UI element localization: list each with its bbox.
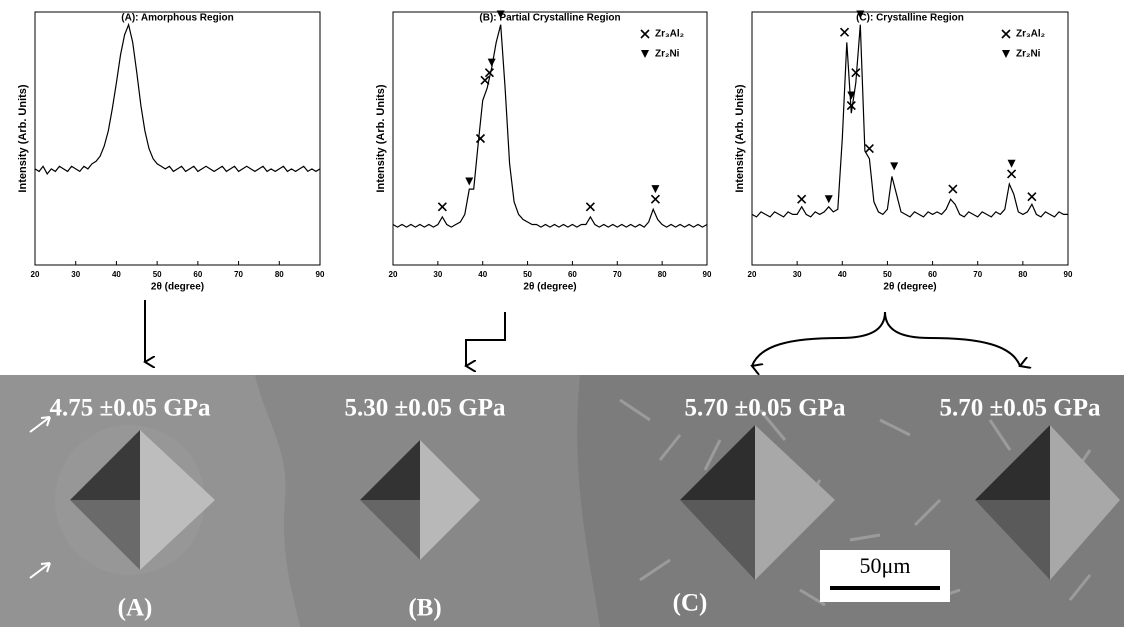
x-tick-label: 20 [748,270,757,279]
peak-marker [650,194,660,204]
peak-marker [487,58,496,67]
x-tick-label: 90 [703,270,712,279]
x-tick-label: 20 [389,270,398,279]
x-tick-label: 50 [523,270,532,279]
scale-bar-label: 50μm [860,553,911,578]
peak-marker [948,184,958,194]
peak-marker [465,177,474,186]
x-tick-label: 30 [71,270,80,279]
peak-marker [864,144,874,154]
x-tick-label: 50 [153,270,162,279]
peak-marker [824,195,833,204]
peak-marker [856,10,865,19]
legend-label: Zr₂Ni [1016,49,1041,60]
legend-symbol [1002,50,1010,58]
peak-marker [585,202,595,212]
x-tick-label: 70 [973,270,982,279]
plot-frame [751,11,1069,266]
peak-marker [1007,159,1016,168]
hardness-label: 4.75 ±0.05 GPa [50,395,211,422]
x-tick-label: 80 [275,270,284,279]
region-label: (A) [118,595,153,622]
hardness-label: 5.70 ±0.05 GPa [685,395,846,422]
data-line [34,22,321,175]
legend-label: Zr₂Ni [655,49,680,60]
peak-marker [651,185,660,194]
y-axis-label: Intensity (Arb. Units) [375,84,387,193]
legend-symbol [1001,29,1011,39]
chart-title: (A): Amorphous Region [121,13,233,24]
x-tick-label: 70 [613,270,622,279]
x-tick-label: 40 [478,270,487,279]
x-tick-label: 30 [793,270,802,279]
x-tick-label: 70 [234,270,243,279]
y-axis-label: Intensity (Arb. Units) [17,84,29,193]
y-axis-label: Intensity (Arb. Units) [734,84,746,193]
x-tick-label: 60 [928,270,937,279]
x-tick-label: 80 [1018,270,1027,279]
peak-marker [890,162,899,171]
plot-frame [392,11,708,266]
micrograph: 50μm 4.75 ±0.05 GPa 5.30 ±0.05 GPa 5.70 … [0,375,1124,627]
x-tick-label: 20 [31,270,40,279]
legend-symbol [641,50,649,58]
legend-label: Zr₃Al₂ [1016,29,1045,40]
x-tick-label: 40 [838,270,847,279]
x-tick-label: 90 [1064,270,1073,279]
hardness-label: 5.30 ±0.05 GPa [345,395,506,422]
hardness-label: 5.70 ±0.05 GPa [940,395,1101,422]
region-label: (C) [673,590,708,617]
data-line [392,24,708,228]
peak-marker [1007,169,1017,179]
peak-marker [480,75,490,85]
connector-arrows [145,300,1020,366]
legend-symbol [640,29,650,39]
peak-marker [797,194,807,204]
peak-marker [496,10,505,19]
chart-title: (B): Partial Crystalline Region [479,13,620,24]
peak-marker [846,101,856,111]
peak-marker [437,202,447,212]
x-tick-label: 50 [883,270,892,279]
region-label: (B) [408,595,441,622]
x-tick-label: 90 [316,270,325,279]
x-tick-label: 60 [193,270,202,279]
peak-marker [475,133,486,144]
x-tick-label: 60 [568,270,577,279]
x-tick-label: 80 [658,270,667,279]
data-line [751,24,1068,218]
peak-marker [484,68,495,78]
x-tick-label: 30 [433,270,442,279]
chart-title: (C): Crystalline Region [856,13,964,24]
peak-marker [847,91,856,100]
peak-marker [851,68,861,78]
x-axis-label: 2θ (degree) [523,282,576,293]
peak-marker [1027,192,1037,202]
x-axis-label: 2θ (degree) [151,282,204,293]
legend-label: Zr₃Al₂ [655,29,684,40]
x-tick-label: 40 [112,270,121,279]
x-axis-label: 2θ (degree) [883,282,936,293]
plot-frame [34,11,321,266]
peak-marker [839,27,850,37]
